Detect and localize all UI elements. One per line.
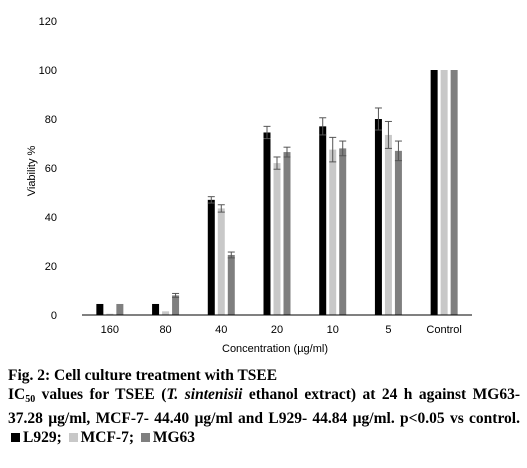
bar-mg63 [227, 254, 235, 315]
y-axis: 0 20 40 60 80 100 120 [39, 16, 57, 322]
bar-l929 [96, 303, 104, 315]
x-axis-title: Concentration (µg/ml) [222, 343, 328, 355]
legend-swatch-mg63 [140, 433, 150, 442]
bar-mcf7 [440, 70, 448, 315]
y-tick-label: 20 [45, 261, 57, 273]
bar-l929 [152, 303, 160, 315]
y-tick-label: 120 [39, 16, 57, 28]
bars [96, 70, 458, 315]
y-tick-label: 100 [39, 65, 57, 77]
figure-caption: Fig. 2: Cell culture treatment with TSEE… [8, 366, 520, 447]
x-axis: 160 80 40 20 10 5 Control [101, 324, 462, 336]
bar-mcf7 [106, 313, 114, 315]
bar-l929 [263, 132, 271, 315]
legend-label-l929: L929; [23, 429, 62, 446]
bar-mg63 [283, 152, 291, 315]
x-tick-label: 5 [385, 324, 391, 336]
bar-l929 [430, 70, 438, 315]
caption-body: IC50 values for TSEE (T. sintenisii etha… [8, 385, 520, 447]
x-tick-label: 160 [101, 324, 119, 336]
legend-swatch-l929 [11, 433, 20, 442]
bar-mcf7 [162, 311, 170, 315]
bar-mg63 [394, 150, 402, 315]
y-axis-title: Viability % [26, 146, 38, 197]
y-tick-label: 60 [45, 163, 57, 175]
caption-text-2: ethanol extract) at 24 h against MG63- 3… [8, 386, 520, 427]
bar-l929 [374, 119, 382, 315]
caption-ic-subscript: 50 [25, 394, 36, 405]
bar-l929 [319, 126, 327, 315]
y-tick-label: 80 [45, 114, 57, 126]
caption-ic: IC [8, 386, 26, 403]
legend-label-mcf7: MCF-7; [80, 429, 134, 446]
y-tick-label: 40 [45, 212, 57, 224]
bar-mcf7 [217, 208, 225, 315]
x-tick-label: 20 [271, 324, 283, 336]
legend-swatch-mcf7 [68, 433, 78, 442]
bar-mg63 [339, 148, 347, 315]
caption-text-1: values for TSEE ( [35, 386, 167, 403]
bar-l929 [207, 199, 215, 315]
bar-chart: 0 20 40 60 80 100 120 160 80 40 20 10 5 Control Viab… [26, 16, 472, 355]
caption-title: Fig. 2: Cell culture treatment with TSEE [8, 367, 278, 384]
bar-mg63 [172, 295, 180, 315]
caption-species: T. sintenisii [166, 386, 243, 403]
x-tick-label: Control [426, 324, 461, 336]
x-tick-label: 10 [327, 324, 339, 336]
bar-mcf7 [273, 163, 281, 315]
bar-mcf7 [384, 134, 392, 315]
legend-label-mg63: MG63 [152, 429, 196, 446]
y-tick-label: 0 [51, 310, 57, 322]
x-tick-label: 80 [159, 324, 171, 336]
bar-mg63 [450, 70, 458, 315]
bar-mcf7 [329, 149, 337, 315]
x-tick-label: 40 [215, 324, 227, 336]
bar-mg63 [116, 303, 124, 315]
